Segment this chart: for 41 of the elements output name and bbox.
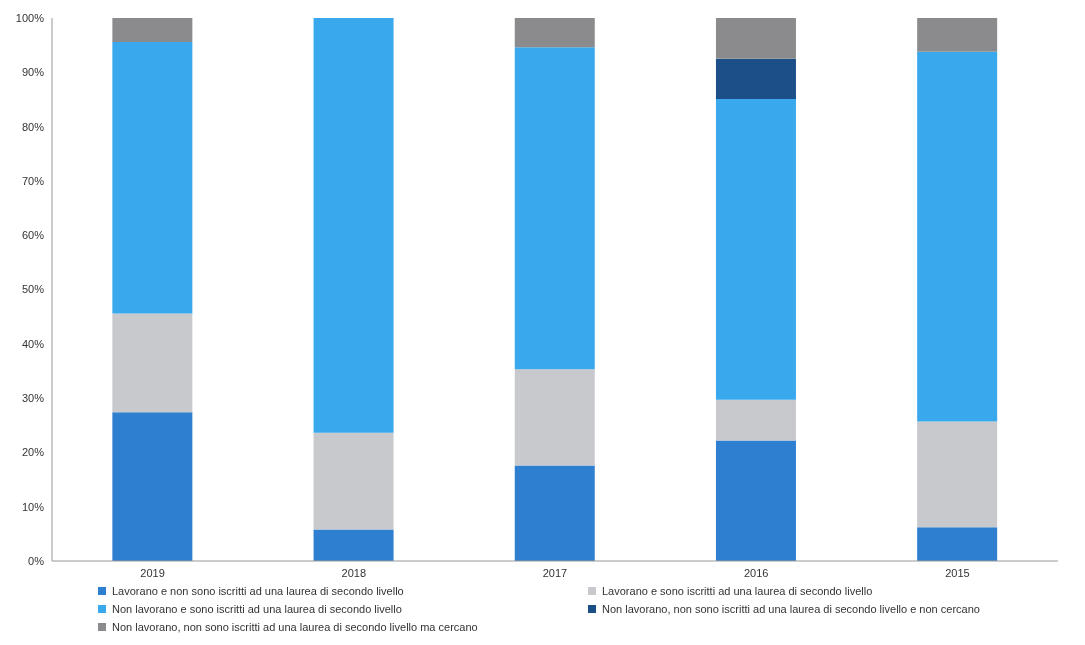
- bar: [715, 58, 796, 99]
- bar: [514, 47, 595, 370]
- bar: [917, 527, 998, 561]
- bar: [313, 18, 394, 433]
- bar: [715, 18, 796, 59]
- bar: [514, 465, 595, 561]
- x-tick-label: 2018: [341, 566, 367, 579]
- legend-label: Non lavorano, non sono iscritti ad una laurea di secondo livello e non cercano: [602, 603, 980, 615]
- bar: [514, 369, 595, 466]
- legend-label: Non lavorano e sono iscritti ad una laurea di secondo livello: [112, 603, 402, 615]
- bar: [112, 18, 193, 42]
- y-tick-label: 60%: [21, 229, 45, 242]
- bar: [917, 18, 998, 52]
- y-tick-label: 10%: [21, 500, 45, 513]
- y-tick-label: 90%: [21, 66, 45, 79]
- bar: [313, 529, 394, 561]
- legend-label: Non lavorano, non sono iscritti ad una laurea di secondo livello ma cercano: [112, 621, 478, 633]
- bar: [112, 313, 193, 413]
- y-tick-label: 70%: [21, 174, 45, 187]
- bar: [917, 421, 998, 528]
- y-tick-label: 30%: [21, 392, 45, 405]
- bar: [112, 412, 193, 561]
- y-tick-label: 50%: [21, 283, 45, 296]
- x-tick-label: 2019: [140, 566, 165, 579]
- bar: [112, 41, 193, 314]
- bar: [917, 51, 998, 422]
- legend-label: Lavorano e sono iscritti ad una laurea di secondo livello: [602, 585, 873, 597]
- x-tick-label: 2017: [542, 566, 568, 579]
- x-tick-label: 2016: [743, 566, 769, 579]
- y-tick-label: 20%: [21, 446, 45, 459]
- bar: [715, 399, 796, 441]
- bar: [715, 440, 796, 561]
- x-tick-label: 2015: [945, 566, 970, 579]
- legend-label: Lavorano e non sono iscritti ad una laurea di secondo livello: [112, 585, 404, 597]
- bar: [313, 432, 394, 530]
- y-tick-label: 0%: [28, 554, 45, 567]
- y-tick-label: 80%: [21, 120, 45, 133]
- bar: [715, 98, 796, 400]
- y-tick-label: 40%: [21, 337, 45, 350]
- y-tick-label: 100%: [15, 11, 45, 24]
- bar: [514, 18, 595, 48]
